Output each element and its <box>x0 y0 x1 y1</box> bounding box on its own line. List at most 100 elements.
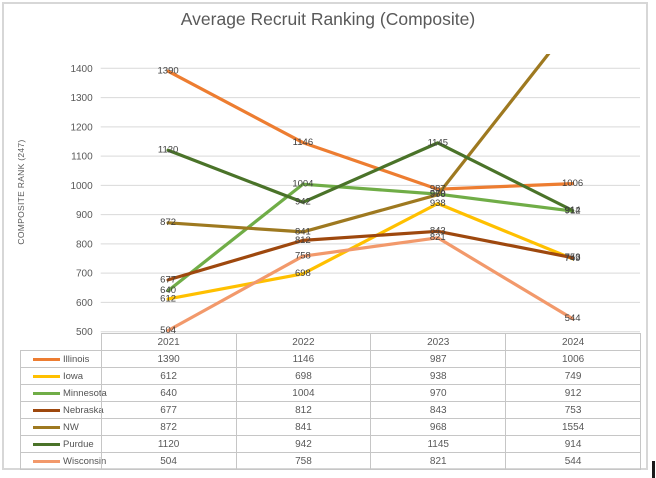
table-cell: 987 <box>370 350 507 368</box>
series-line-wisconsin[interactable] <box>166 236 575 333</box>
series-line-purdue[interactable] <box>166 141 575 213</box>
y-tick-label: 600 <box>76 298 93 309</box>
table-cell: 758 <box>235 452 372 470</box>
table-cell: 821 <box>370 452 507 470</box>
legend-key-icon <box>33 459 60 463</box>
legend-key-icon <box>33 425 60 429</box>
y-tick-label: 1200 <box>70 122 93 133</box>
legend-key-icon <box>33 374 60 378</box>
table-cell: 1006 <box>505 350 641 368</box>
table-year-header: 2024 <box>505 333 641 351</box>
table-cell: 544 <box>505 452 641 470</box>
legend-label: Purdue <box>63 438 94 450</box>
table-cell: 841 <box>235 418 372 436</box>
data-label-minnesota: 640 <box>160 285 176 296</box>
legend-cell-nebraska[interactable]: Nebraska <box>20 401 104 419</box>
legend-cell-minnesota[interactable]: Minnesota <box>20 384 107 402</box>
data-label-minnesota: 970 <box>430 189 446 200</box>
legend-label: Nebraska <box>63 404 104 416</box>
data-label-nw: 841 <box>295 226 311 237</box>
table-year-header: 2021 <box>100 333 237 351</box>
legend-key-icon <box>33 442 60 446</box>
y-tick-label: 1400 <box>70 64 93 75</box>
legend-label: Iowa <box>63 370 84 382</box>
table-cell: 640 <box>100 384 237 402</box>
table-cell: 938 <box>370 367 507 385</box>
table-cell: 677 <box>100 401 237 419</box>
legend-key-icon <box>33 408 60 412</box>
legend-label: Wisconsin <box>63 455 107 467</box>
screen-edge-artifact <box>652 461 655 478</box>
legend-label: Minnesota <box>63 387 107 399</box>
data-label-illinois: 1390 <box>158 66 179 77</box>
y-tick-label: 500 <box>76 327 93 338</box>
data-label-iowa: 749 <box>565 253 581 264</box>
data-label-purdue: 1120 <box>158 145 178 156</box>
data-label-illinois: 1146 <box>293 137 313 148</box>
table-cell: 1390 <box>100 350 237 368</box>
table-cell: 1145 <box>370 435 507 453</box>
data-label-nebraska: 812 <box>295 235 311 246</box>
data-label-nebraska: 677 <box>160 274 176 285</box>
data-label-purdue: 1145 <box>428 137 448 148</box>
table-cell: 504 <box>100 452 237 470</box>
table-cell: 1004 <box>235 384 372 402</box>
series-line-illinois[interactable] <box>166 69 575 191</box>
table-cell: 1146 <box>235 350 372 368</box>
legend-cell-illinois[interactable]: Illinois <box>20 350 102 368</box>
chart-title[interactable]: Average Recruit Ranking (Composite) <box>180 9 476 29</box>
data-label-nw: 968 <box>430 189 446 200</box>
table-cell: 843 <box>370 401 507 419</box>
data-label-wisconsin: 758 <box>295 251 311 262</box>
data-label-purdue: 914 <box>565 205 581 216</box>
y-tick-label: 1000 <box>70 181 93 192</box>
data-label-nebraska: 843 <box>430 226 446 237</box>
table-cell: 970 <box>370 384 507 402</box>
table-cell: 612 <box>100 367 237 385</box>
table-cell: 1554 <box>505 418 641 436</box>
data-label-iowa: 698 <box>295 268 311 279</box>
legend-cell-iowa[interactable]: Iowa <box>20 367 102 385</box>
y-tick-label: 800 <box>76 239 93 250</box>
data-label-minnesota: 912 <box>565 206 581 217</box>
data-label-illinois: 1006 <box>562 178 583 189</box>
table-cell: 1120 <box>100 435 237 453</box>
data-label-iowa: 612 <box>160 293 176 304</box>
table-cell: 812 <box>235 401 372 419</box>
data-label-nw: 872 <box>160 217 176 228</box>
legend-label: NW <box>63 421 79 433</box>
y-tick-label: 1300 <box>70 93 93 104</box>
legend-cell-purdue[interactable]: Purdue <box>20 435 102 453</box>
data-label-wisconsin: 544 <box>565 313 581 324</box>
y-tick-label: 700 <box>76 269 93 280</box>
table-cell: 698 <box>235 367 372 385</box>
table-cell: 912 <box>505 384 641 402</box>
table-cell: 942 <box>235 435 372 453</box>
legend-label: Illinois <box>63 353 90 365</box>
series-line-iowa[interactable] <box>166 201 575 301</box>
series-line-nw[interactable] <box>166 23 572 234</box>
data-label-nebraska: 753 <box>565 252 581 263</box>
data-label-minnesota: 1004 <box>292 179 313 190</box>
data-label-wisconsin: 821 <box>430 232 446 243</box>
data-label-purdue: 942 <box>295 197 311 208</box>
legend-key-icon <box>33 357 60 361</box>
table-cell: 914 <box>505 435 641 453</box>
legend-cell-nw[interactable]: NW <box>20 418 102 436</box>
data-label-illinois: 987 <box>430 184 446 195</box>
y-tick-label: 900 <box>76 210 93 221</box>
table-year-header: 2022 <box>235 333 372 351</box>
table-year-header: 2023 <box>370 333 507 351</box>
legend-key-icon <box>33 391 60 395</box>
data-label-iowa: 938 <box>430 198 446 209</box>
table-cell: 872 <box>100 418 237 436</box>
table-cell: 968 <box>370 418 507 436</box>
table-cell: 749 <box>505 367 641 385</box>
legend-cell-wisconsin[interactable]: Wisconsin <box>20 452 106 470</box>
y-tick-label: 1100 <box>71 152 93 163</box>
data-label-wisconsin: 504 <box>160 325 176 336</box>
series-line-minnesota[interactable] <box>166 182 575 293</box>
series-line-nebraska[interactable] <box>166 229 575 282</box>
